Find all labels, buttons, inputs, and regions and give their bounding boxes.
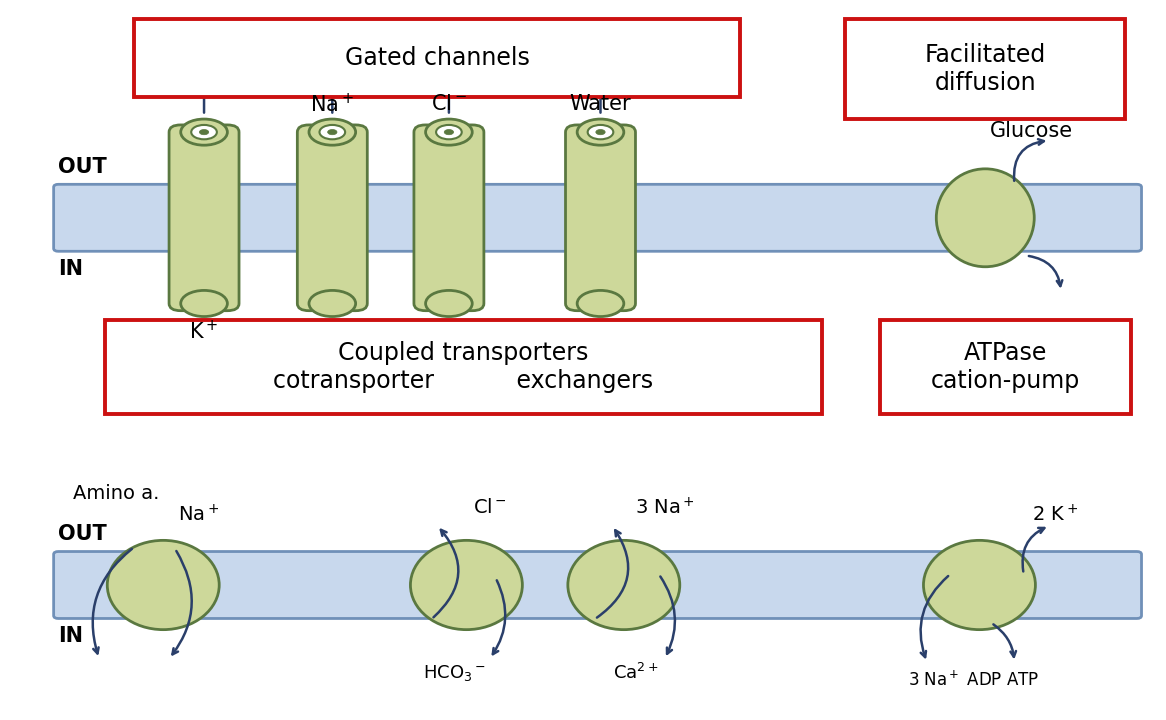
Ellipse shape bbox=[923, 540, 1035, 629]
Text: OUT: OUT bbox=[58, 524, 107, 544]
Ellipse shape bbox=[588, 125, 613, 139]
Ellipse shape bbox=[426, 290, 472, 317]
Text: ATPase
cation-pump: ATPase cation-pump bbox=[930, 341, 1081, 393]
Text: Amino a.: Amino a. bbox=[73, 484, 160, 503]
FancyBboxPatch shape bbox=[169, 125, 239, 311]
Ellipse shape bbox=[319, 125, 345, 139]
Ellipse shape bbox=[436, 125, 462, 139]
Text: K$^+$: K$^+$ bbox=[189, 320, 219, 343]
FancyBboxPatch shape bbox=[414, 125, 484, 311]
Text: HCO$_3$$^-$: HCO$_3$$^-$ bbox=[423, 663, 486, 683]
Ellipse shape bbox=[596, 130, 605, 135]
Text: Gated channels: Gated channels bbox=[345, 46, 529, 71]
Ellipse shape bbox=[181, 290, 227, 317]
Ellipse shape bbox=[577, 119, 624, 145]
Text: 3 Na$^+$ ADP ATP: 3 Na$^+$ ADP ATP bbox=[908, 671, 1039, 690]
Text: IN: IN bbox=[58, 258, 83, 279]
Ellipse shape bbox=[199, 130, 209, 135]
Ellipse shape bbox=[936, 169, 1034, 266]
FancyBboxPatch shape bbox=[134, 19, 740, 97]
Ellipse shape bbox=[577, 290, 624, 317]
Ellipse shape bbox=[426, 119, 472, 145]
Ellipse shape bbox=[191, 125, 217, 139]
Text: OUT: OUT bbox=[58, 157, 107, 177]
Text: Na$^+$: Na$^+$ bbox=[177, 504, 219, 526]
FancyBboxPatch shape bbox=[297, 125, 367, 311]
Text: Glucose: Glucose bbox=[990, 121, 1074, 141]
Ellipse shape bbox=[107, 540, 219, 629]
Text: IN: IN bbox=[58, 626, 83, 646]
Text: Water: Water bbox=[570, 94, 631, 114]
Ellipse shape bbox=[309, 290, 356, 317]
Ellipse shape bbox=[568, 540, 680, 629]
Ellipse shape bbox=[181, 119, 227, 145]
Text: 3 Na$^+$: 3 Na$^+$ bbox=[634, 497, 695, 518]
FancyBboxPatch shape bbox=[880, 320, 1131, 414]
Text: Na$^+$: Na$^+$ bbox=[310, 93, 354, 116]
Text: Cl$^-$: Cl$^-$ bbox=[472, 498, 507, 517]
Ellipse shape bbox=[410, 540, 522, 629]
FancyBboxPatch shape bbox=[54, 552, 1142, 618]
FancyBboxPatch shape bbox=[54, 184, 1142, 251]
Text: Facilitated
diffusion: Facilitated diffusion bbox=[925, 43, 1046, 95]
Text: Coupled transporters
cotransporter           exchangers: Coupled transporters cotransporter excha… bbox=[273, 341, 654, 393]
FancyBboxPatch shape bbox=[845, 19, 1125, 119]
Text: 2 K$^+$: 2 K$^+$ bbox=[1032, 504, 1079, 526]
Ellipse shape bbox=[328, 130, 337, 135]
FancyBboxPatch shape bbox=[566, 125, 635, 311]
Ellipse shape bbox=[444, 130, 454, 135]
Text: Cl$^-$: Cl$^-$ bbox=[430, 94, 468, 114]
FancyBboxPatch shape bbox=[105, 320, 822, 414]
Ellipse shape bbox=[309, 119, 356, 145]
Text: Ca$^{2+}$: Ca$^{2+}$ bbox=[612, 663, 659, 683]
